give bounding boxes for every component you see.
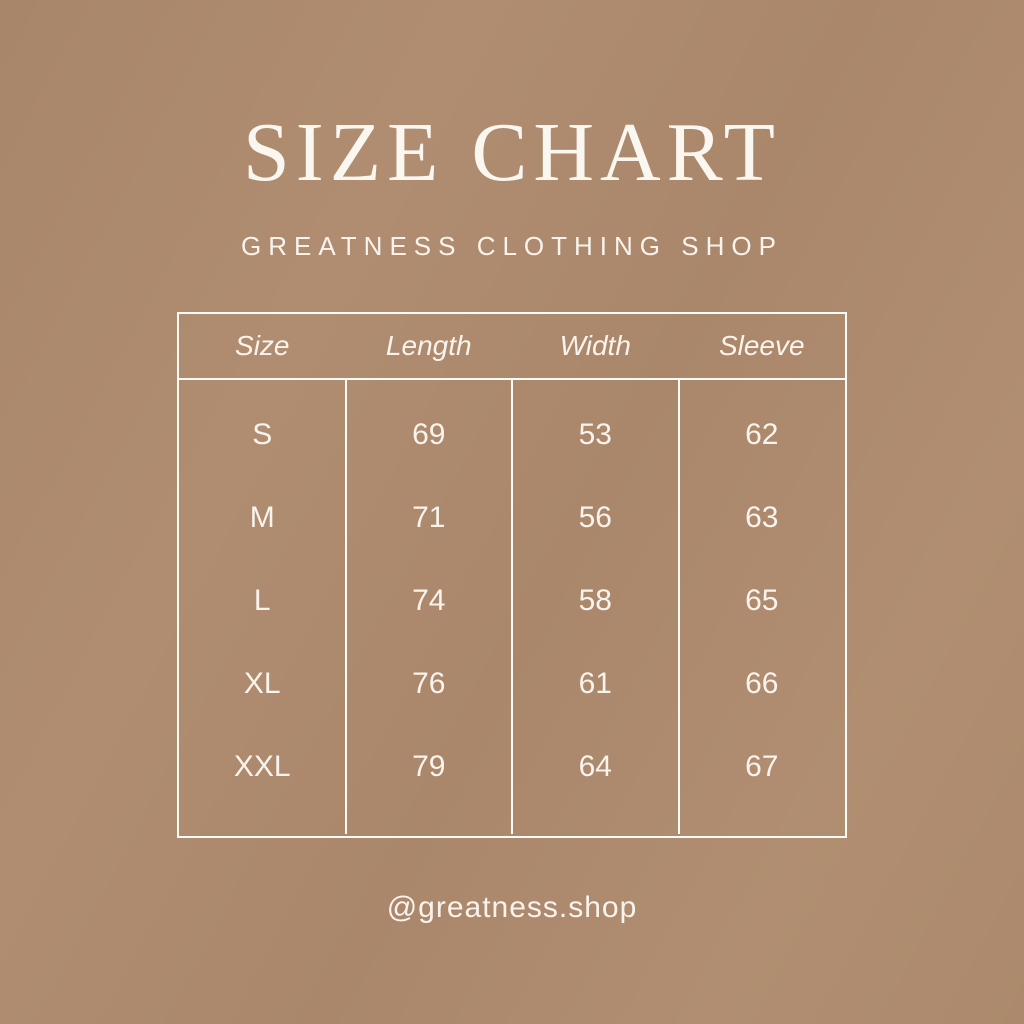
shop-name-subtitle: GREATNESS CLOTHING SHOP <box>241 231 783 261</box>
instagram-handle: @greatness.shop <box>386 891 638 924</box>
size-label-cell: L <box>253 583 271 617</box>
size-label-cell: XL <box>243 666 281 700</box>
measurement-cell: 76 <box>412 666 446 700</box>
size-label-cell: XXL <box>233 749 291 783</box>
column-header-size: Size <box>235 330 290 361</box>
size-label-cell: M <box>249 501 275 535</box>
column-header-sleeve: Sleeve <box>718 330 805 361</box>
column-header-length: Length <box>385 330 472 361</box>
measurement-cell: 53 <box>578 418 612 452</box>
measurement-cell: 61 <box>578 666 612 700</box>
measurement-cell: 67 <box>745 749 779 783</box>
size-label-cell: S <box>252 418 273 452</box>
size-chart-table: Size Length Width Sleeve S 69 53 62 M 71… <box>177 312 847 838</box>
column-header-width: Width <box>559 330 631 361</box>
measurement-cell: 69 <box>412 418 446 452</box>
measurement-cell: 63 <box>745 501 779 535</box>
table-header-row: Size Length Width Sleeve <box>179 314 845 380</box>
measurement-cell: 74 <box>412 583 446 617</box>
measurement-cell: 58 <box>578 583 612 617</box>
measurement-cell: 66 <box>745 666 779 700</box>
measurement-cell: 56 <box>578 501 612 535</box>
measurement-cell: 64 <box>578 749 612 783</box>
column-divider <box>677 380 680 834</box>
column-divider <box>344 380 347 834</box>
measurement-cell: 62 <box>745 418 779 452</box>
column-divider <box>511 380 513 834</box>
measurement-cell: 65 <box>745 583 779 617</box>
table-body: S 69 53 62 M 71 56 63 L 74 58 65 XL 76 6… <box>179 380 845 834</box>
page-title: SIZE CHART <box>243 106 781 199</box>
measurement-cell: 71 <box>412 501 446 535</box>
measurement-cell: 79 <box>412 749 446 783</box>
